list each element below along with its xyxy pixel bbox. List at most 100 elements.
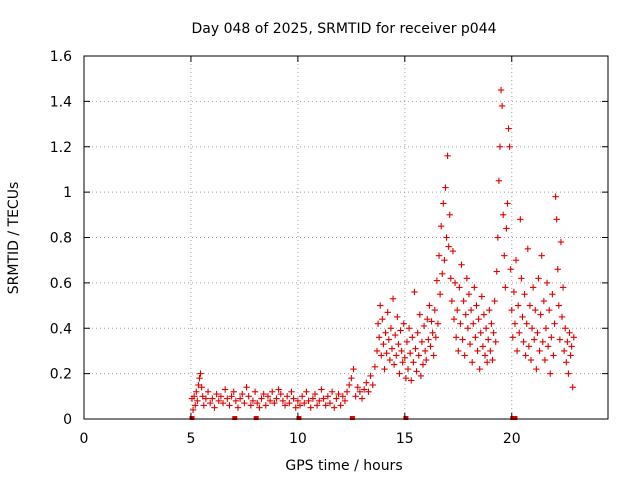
data-point (427, 343, 434, 350)
data-point (402, 374, 410, 382)
data-point (468, 359, 476, 366)
data-point (490, 329, 497, 336)
data-point (405, 325, 413, 332)
data-point (404, 365, 412, 373)
data-point (333, 395, 340, 402)
data-point (375, 334, 383, 341)
data-points (188, 86, 577, 420)
data-point (566, 329, 573, 336)
data-point (510, 288, 518, 296)
data-point (458, 261, 465, 268)
data-point (466, 340, 474, 348)
data-point (509, 334, 517, 341)
data-point (545, 306, 553, 314)
data-point (491, 297, 498, 305)
data-point (409, 334, 416, 341)
data-point (501, 252, 508, 259)
data-point (326, 399, 334, 407)
data-point (258, 395, 265, 402)
data-point (294, 397, 302, 405)
data-point (322, 402, 329, 409)
data-point (348, 374, 355, 382)
data-point (494, 234, 502, 241)
data-point (260, 390, 267, 398)
data-point (555, 302, 563, 309)
data-point (269, 388, 276, 395)
data-point (388, 345, 396, 352)
data-point (511, 320, 519, 327)
tick-labels: 0 0.2 0.4 0.6 0.8 1 1.2 1.4 1.6 0 5 10 15 20 (50, 49, 521, 447)
data-point (426, 302, 433, 309)
data-point (307, 404, 314, 411)
data-point (557, 238, 565, 246)
data-point (446, 211, 453, 219)
data-point (463, 275, 471, 282)
data-point (476, 365, 483, 373)
data-point (552, 193, 559, 200)
data-point (386, 356, 394, 364)
data-point (516, 329, 523, 336)
data-point (532, 306, 539, 314)
data-point (311, 390, 319, 398)
data-point (505, 125, 512, 132)
data-point (358, 395, 366, 402)
data-point (503, 225, 510, 232)
data-point (356, 388, 364, 395)
data-point (211, 404, 218, 411)
data-point (190, 393, 198, 400)
data-point (500, 211, 507, 219)
data-point (448, 297, 456, 305)
data-point (521, 291, 528, 298)
data-point (204, 388, 212, 395)
data-point (251, 388, 259, 395)
data-point (472, 334, 479, 341)
data-point (241, 399, 248, 407)
data-point (437, 222, 445, 230)
data-point (442, 184, 449, 191)
data-point (266, 397, 274, 405)
data-point (217, 393, 225, 400)
data-point (547, 370, 554, 377)
data-point (279, 397, 287, 405)
data-point (382, 329, 389, 336)
data-point (232, 397, 240, 405)
data-point (551, 320, 558, 327)
data-point (198, 384, 205, 391)
data-point (567, 352, 574, 359)
data-point (275, 386, 282, 393)
data-point (303, 388, 310, 395)
data-point (228, 393, 235, 400)
data-point (264, 393, 272, 400)
data-point (352, 393, 359, 400)
data-point (423, 356, 430, 364)
data-point (504, 200, 511, 207)
y-tick-label: 0.6 (50, 276, 72, 292)
data-point (526, 302, 534, 309)
data-point (189, 406, 197, 414)
data-point (498, 102, 506, 110)
data-point (393, 352, 400, 359)
data-point (550, 352, 557, 359)
data-point (456, 284, 463, 291)
data-point (349, 416, 355, 420)
data-point (451, 279, 459, 287)
data-point (328, 388, 336, 395)
data-point (512, 416, 518, 420)
data-point (286, 399, 293, 407)
data-point (363, 379, 370, 386)
data-point (193, 388, 200, 395)
data-point (493, 268, 500, 275)
data-point (395, 340, 402, 348)
data-point (480, 311, 488, 318)
data-point (541, 356, 549, 364)
data-point (548, 334, 555, 341)
data-point (411, 288, 418, 296)
data-point (486, 306, 493, 314)
data-point (558, 313, 566, 321)
data-point (335, 390, 342, 398)
data-point (224, 395, 231, 402)
data-point (460, 297, 467, 305)
data-point (394, 313, 401, 321)
data-point (525, 343, 533, 350)
data-point (371, 363, 379, 371)
